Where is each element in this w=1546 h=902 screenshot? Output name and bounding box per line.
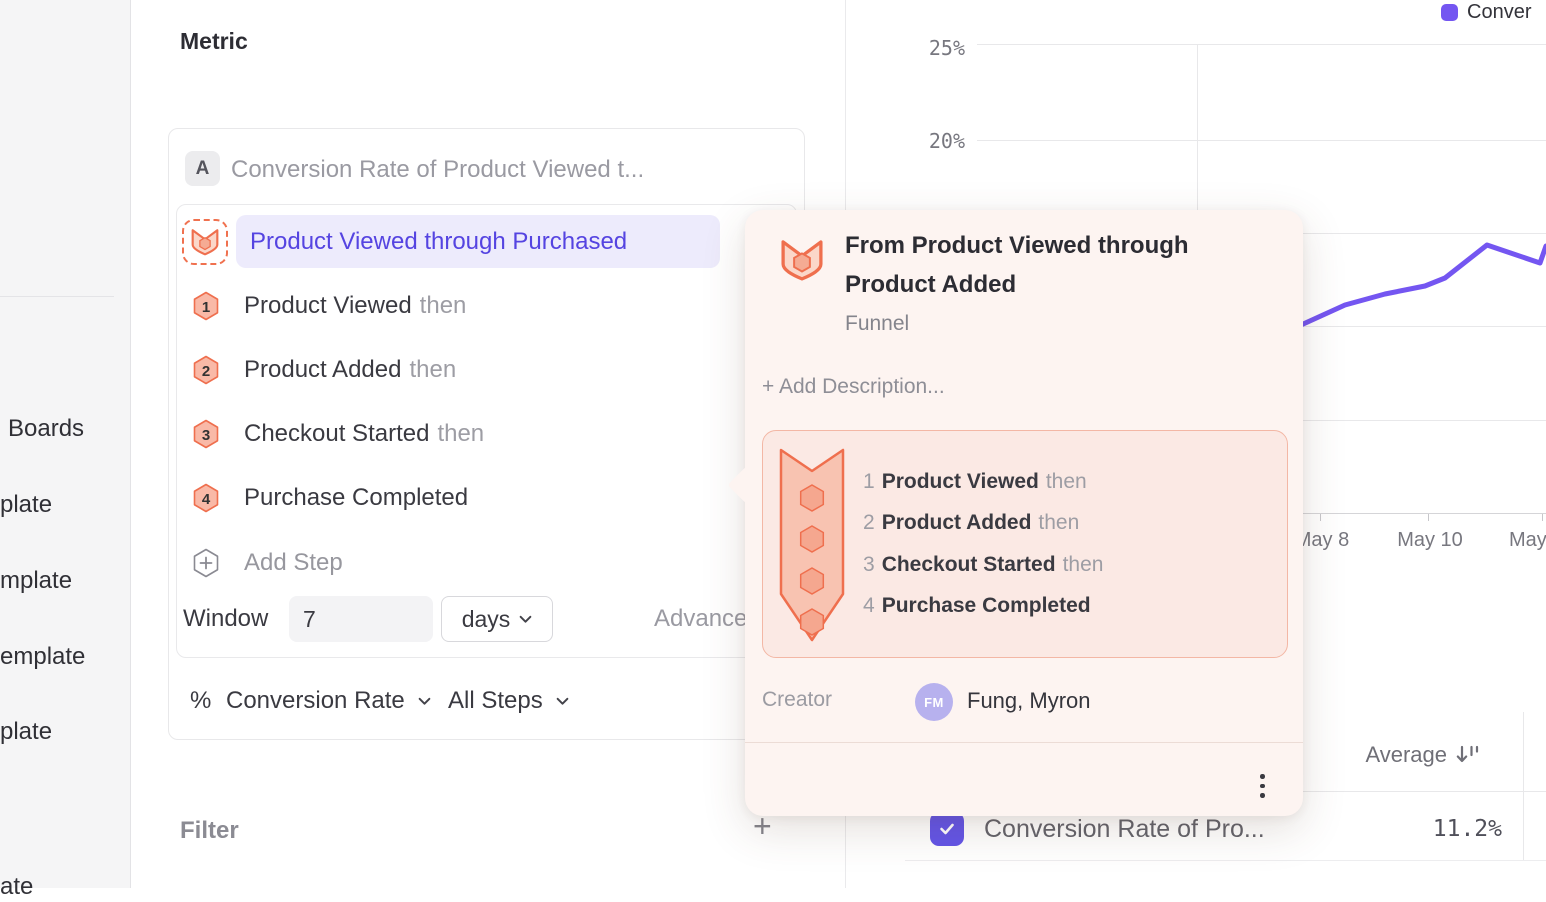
steps-scope-dropdown[interactable]: All Steps (448, 687, 543, 714)
gridline (977, 140, 1546, 141)
funnel-banner-graphic (779, 447, 845, 648)
table-column-divider (1523, 712, 1524, 860)
advanced-link[interactable]: Advanced (654, 605, 761, 632)
step-3-row[interactable]: Checkout Started then (244, 420, 484, 448)
x-tick (1542, 514, 1543, 521)
popover-type-label: Funnel (845, 312, 910, 335)
step-4-row[interactable]: Purchase Completed (244, 484, 468, 512)
step-1-then: then (419, 292, 467, 319)
y-axis-label-20: 20% (928, 129, 965, 153)
step-2-badge: 2 (191, 355, 221, 387)
step-1-row[interactable]: Product Viewed then (244, 292, 466, 320)
funnel-steps-summary-box: 1 Product Viewed then 2 Product Added then 3… (762, 430, 1288, 658)
popover-step-2: 2 Product Added then (863, 511, 1080, 534)
popover-step-4: 4 Purchase Completed (863, 594, 1091, 617)
creator-avatar: FM (915, 683, 953, 721)
chevron-down-icon (519, 615, 532, 623)
step-2-then: then (409, 356, 457, 383)
step-3-badge: 3 (191, 419, 221, 451)
table-row-average-value: 11.2% (1432, 816, 1502, 842)
percent-icon: % (190, 687, 212, 714)
table-row-series-name[interactable]: Conversion Rate of Pro... (984, 815, 1265, 843)
step-1-name: Product Viewed (244, 292, 412, 319)
add-step-button[interactable]: Add Step (244, 549, 343, 576)
step-2-name: Product Added (244, 356, 402, 383)
step-1-badge: 1 (191, 291, 221, 323)
selected-funnel-label: Product Viewed through Purchased (250, 228, 628, 255)
step-3-name: Checkout Started (244, 420, 430, 447)
sort-descending-icon (1456, 745, 1479, 763)
table-row-border (905, 860, 1546, 861)
funnel-icon (779, 237, 825, 288)
measure-dropdown[interactable]: Conversion Rate (226, 687, 405, 714)
add-filter-button[interactable]: + (753, 808, 772, 844)
x-tick (1428, 514, 1429, 521)
funnel-icon (191, 229, 219, 256)
y-axis-label-25: 25% (928, 36, 965, 60)
step-4-badge: 4 (191, 483, 221, 515)
table-header-average[interactable]: Average (1325, 740, 1480, 770)
metric-series-title[interactable]: Conversion Rate of Product Viewed t... (231, 156, 645, 183)
average-header-label: Average (1365, 742, 1447, 767)
filter-section-heading: Filter (180, 817, 239, 844)
popover-title: From Product Viewed through Product Adde… (845, 232, 1189, 298)
x-axis-label-may10: May 10 (1397, 529, 1463, 551)
creator-name: Fung, Myron (967, 688, 1091, 713)
sidebar (0, 0, 131, 888)
series-checkbox-checked[interactable] (930, 812, 964, 846)
step-2-row[interactable]: Product Added then (244, 356, 456, 384)
legend-label[interactable]: Conver (1467, 1, 1532, 23)
series-badge: A (185, 151, 220, 186)
chevron-down-icon[interactable] (418, 697, 431, 706)
sidebar-item-template-1[interactable]: plate (0, 491, 53, 518)
popover-step-3: 3 Checkout Started then (863, 553, 1104, 576)
step-3-then: then (437, 420, 485, 447)
funnel-details-popover: From Product Viewed through Product Adde… (727, 210, 1303, 816)
step-4-name: Purchase Completed (244, 484, 469, 511)
window-value-input[interactable]: 7 (289, 596, 433, 642)
metric-section-heading: Metric (180, 28, 248, 54)
checkmark-icon (940, 823, 954, 835)
x-axis-label-may8: May 8 (1294, 529, 1350, 551)
sidebar-item-template-5[interactable]: ate (0, 873, 34, 900)
add-step-icon (191, 548, 221, 580)
sidebar-item-boards[interactable]: Boards (8, 415, 85, 442)
legend-swatch (1441, 4, 1458, 21)
chevron-down-icon[interactable] (556, 697, 569, 706)
window-unit-select[interactable]: days (441, 596, 553, 642)
window-unit-value: days (461, 605, 511, 632)
sidebar-item-template-2[interactable]: mplate (0, 567, 73, 594)
popover-footer-divider (745, 742, 1303, 743)
window-label: Window (183, 605, 269, 632)
add-description-button[interactable]: + Add Description... (762, 375, 945, 398)
x-axis-label-may12: May (1509, 529, 1546, 551)
selected-funnel-pill[interactable]: Product Viewed through Purchased (236, 215, 720, 268)
sidebar-divider (0, 296, 114, 297)
gridline (977, 44, 1546, 45)
x-tick (1320, 514, 1321, 521)
popover-step-1: 1 Product Viewed then (863, 470, 1087, 493)
more-options-button[interactable] (1256, 770, 1269, 802)
creator-label: Creator (762, 688, 833, 711)
sidebar-item-template-4[interactable]: plate (0, 718, 53, 745)
sidebar-item-template-3[interactable]: emplate (0, 643, 86, 670)
funnel-event-icon-selected[interactable] (182, 219, 228, 265)
